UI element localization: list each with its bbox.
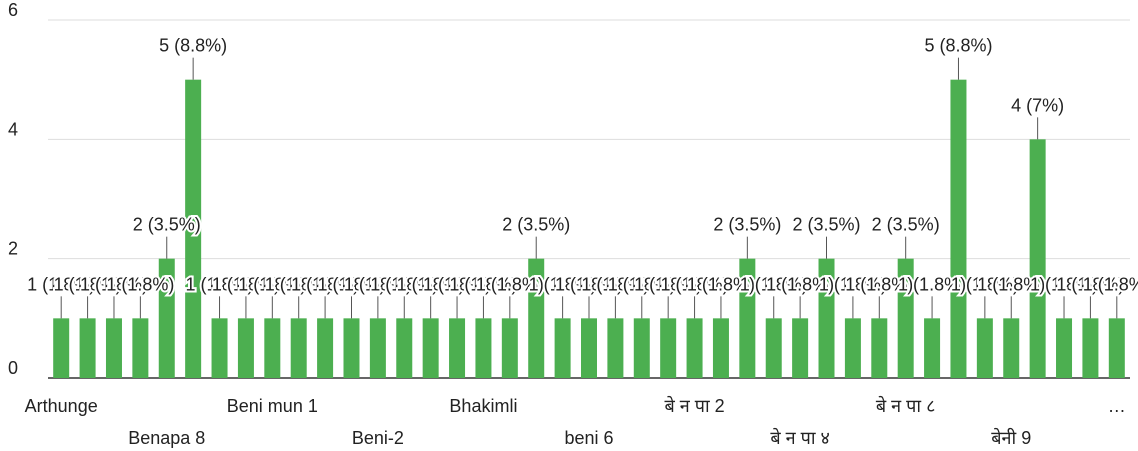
bar [343, 318, 360, 378]
value-label: 5 (8.8%) [159, 36, 227, 56]
value-label: 1 (1.8%) [845, 274, 913, 294]
value-label: 2 (3.5%) [872, 215, 940, 235]
value-label: 4 (7%) [1011, 95, 1064, 115]
bar [1082, 318, 1099, 378]
value-label: 1 (1.8%) [397, 274, 465, 294]
bar [79, 318, 96, 378]
x-tick-label: बे न पा 2 [664, 395, 724, 416]
value-label: 1 (1.8%) [555, 274, 623, 294]
y-tick-label: 0 [8, 358, 18, 378]
value-label: 1 (1.8%) [291, 274, 359, 294]
value-label: 1 (1.8%) [1030, 274, 1098, 294]
value-label: 1 (1.8%) [212, 274, 280, 294]
value-label: 1 (1.8%) [54, 274, 122, 294]
bar [449, 318, 466, 378]
y-tick-label: 6 [8, 0, 18, 20]
bar [1003, 318, 1020, 378]
value-label: 1 (1.8%) [449, 274, 517, 294]
bar [475, 318, 492, 378]
value-label: 1 (1.8%) [581, 274, 649, 294]
value-label: 1 (1.8%) [106, 274, 174, 294]
bar [501, 318, 518, 378]
x-tick-label: बे न पा ८ [876, 395, 936, 416]
value-label: 2 (3.5%) [792, 215, 860, 235]
x-tick-label: Arthunge [25, 396, 98, 416]
bar [528, 258, 545, 378]
bar [1029, 139, 1046, 378]
bar [369, 318, 386, 378]
value-label: 1 (1.8%) [423, 274, 491, 294]
value-label: 1 (1.8%) [608, 274, 676, 294]
bar [739, 258, 756, 378]
value-label: 1 (1.8%) [1083, 274, 1138, 294]
bar [1108, 318, 1125, 378]
bar [211, 318, 228, 378]
y-tick-label: 2 [8, 239, 18, 259]
bar [712, 318, 729, 378]
bar [396, 318, 413, 378]
bar [317, 318, 334, 378]
bar [237, 318, 254, 378]
bar [633, 318, 650, 378]
value-label: 5 (8.8%) [924, 36, 992, 56]
value-label: 1 (1.8%) [661, 274, 729, 294]
value-label: 1 (1.8%) [951, 274, 1019, 294]
value-label: 1 (1.8%) [977, 274, 1045, 294]
x-tick-label: Beni mun 1 [227, 396, 318, 416]
x-tick-label: Bhakimli [449, 396, 517, 416]
bar [607, 318, 624, 378]
bar [158, 258, 175, 378]
bar [132, 318, 149, 378]
value-label: 2 (3.5%) [133, 215, 201, 235]
bar [105, 318, 122, 378]
value-label: 1 (1.8%) [80, 274, 148, 294]
bar [897, 258, 914, 378]
bar [792, 318, 809, 378]
bar [660, 318, 677, 378]
bar [765, 318, 782, 378]
value-label: 1 (1.8%) [898, 274, 966, 294]
x-tick-label: beni 6 [564, 428, 613, 448]
bar [581, 318, 597, 378]
bar [290, 318, 307, 378]
value-label: 1 (1.8%) [344, 274, 412, 294]
x-tick-label: Beni-2 [352, 428, 404, 448]
value-label: 1 (1.8%) [740, 274, 808, 294]
value-label: 1 (1.8%) [819, 274, 887, 294]
x-tick-label: बेनी 9 [991, 427, 1031, 448]
bar [1056, 318, 1073, 378]
bar [686, 318, 703, 378]
value-label: 1 (1.8%) [766, 274, 834, 294]
x-tick-label: बे न पा ४ [770, 427, 830, 448]
value-label: 1 (1.8%) [317, 274, 385, 294]
bar [950, 79, 967, 379]
value-label: 1 (1.8%) [634, 274, 702, 294]
value-label: 1 (1.8%) [1056, 274, 1124, 294]
bar [264, 318, 281, 378]
value-label: 2 (3.5%) [502, 215, 570, 235]
bar [871, 318, 888, 378]
value-label: 1 (1.8%) [238, 274, 306, 294]
bar [53, 318, 70, 378]
value-label: 2 (3.5%) [713, 215, 781, 235]
bar [976, 318, 993, 378]
value-label: 1 (1.8%) [265, 274, 333, 294]
bar [422, 318, 439, 378]
value-label: 1 (1.8%) [186, 274, 254, 294]
bar [554, 318, 571, 378]
x-tick-label: Benapa 8 [128, 428, 205, 448]
value-label: 1 (1.8%) [529, 274, 597, 294]
value-label: 1 (1.8%) [370, 274, 438, 294]
value-label: 1 (1.8%) [687, 274, 755, 294]
bar [818, 258, 835, 378]
value-label: 1 (1.8%) [27, 274, 95, 294]
value-label: 1 (1.8%) [476, 274, 544, 294]
x-tick-label: … [1108, 396, 1126, 416]
bar [844, 318, 861, 378]
bar [185, 79, 202, 379]
y-tick-label: 4 [8, 119, 18, 139]
bar [924, 318, 941, 378]
